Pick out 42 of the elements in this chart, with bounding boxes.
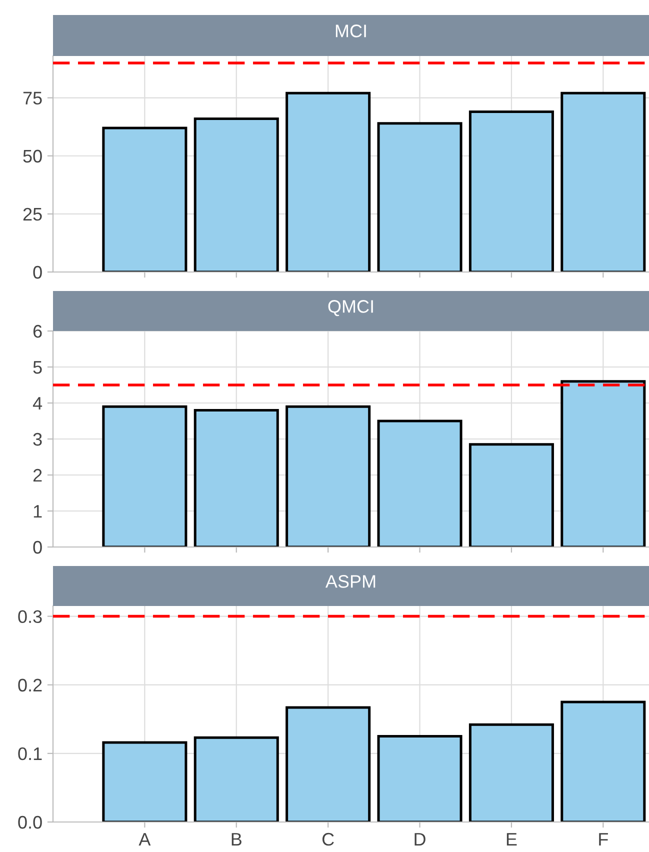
bar	[102, 741, 188, 822]
bar	[194, 736, 279, 822]
y-tick-label: 4	[32, 397, 42, 410]
y-tick-label: 0.2	[18, 678, 42, 692]
bar	[286, 706, 371, 822]
y-tick-label: 3	[33, 432, 42, 446]
y-tick-label: 1	[34, 505, 42, 518]
y-tick-label: 0	[33, 540, 42, 554]
bar	[468, 723, 554, 822]
y-tick-label: 0.0	[18, 816, 42, 829]
chart-title: ASPM	[325, 575, 376, 588]
y-tick-label: 0	[33, 266, 42, 279]
bar	[560, 92, 646, 272]
y-tick-label: 6	[33, 324, 42, 338]
x-tick-label: D	[414, 833, 426, 846]
bar	[377, 735, 462, 822]
bar	[560, 380, 646, 547]
y-tick-label: 25	[23, 208, 42, 221]
bar	[102, 405, 188, 547]
bar	[468, 443, 554, 547]
bar	[102, 126, 188, 272]
chart-title: QMCI	[328, 300, 373, 316]
y-tick-label: 2	[33, 468, 42, 482]
bar	[286, 92, 371, 272]
bar	[377, 122, 462, 272]
x-tick-label: B	[232, 833, 242, 846]
y-tick-label: 75	[23, 92, 42, 105]
chart-title: MCI	[336, 24, 366, 38]
y-tick-label: 50	[23, 150, 42, 163]
bar	[286, 405, 371, 547]
bar	[194, 408, 279, 547]
bar	[468, 110, 554, 272]
bar	[560, 700, 646, 822]
x-tick-label: F	[599, 833, 608, 846]
y-tick-label: 5	[33, 361, 42, 374]
bar	[194, 117, 279, 272]
x-tick-label: A	[138, 833, 151, 846]
x-tick-label: C	[322, 832, 334, 846]
x-tick-label: E	[506, 833, 517, 846]
y-tick-label: 0.1	[18, 747, 42, 760]
bar	[377, 420, 462, 547]
y-tick-label: 0.3	[18, 610, 42, 624]
